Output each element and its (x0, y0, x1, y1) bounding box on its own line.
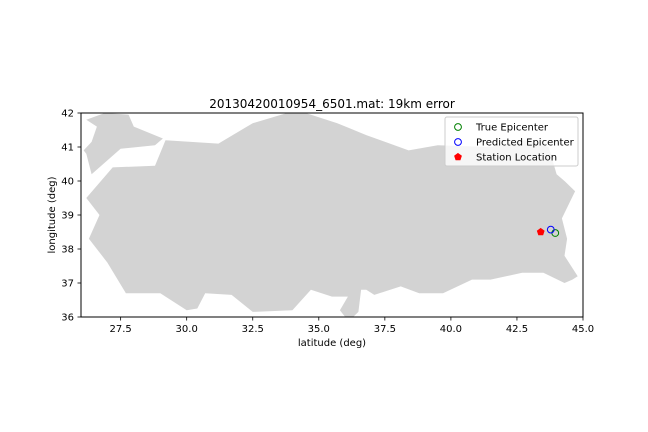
x-axis: 27.5 30.0 32.5 35.0 37.5 40.0 42.5 45.0 (109, 317, 594, 335)
y-tick-label: 42 (61, 109, 74, 120)
true-epicenter-legend-marker (454, 123, 462, 131)
predicted-epicenter-legend-marker (454, 138, 462, 146)
x-tick-label: 37.5 (374, 324, 396, 335)
y-axis: 36 37 38 39 40 41 42 (61, 109, 81, 324)
y-tick-label: 37 (61, 279, 74, 290)
x-tick-label: 32.5 (242, 324, 264, 335)
legend: True Epicenter Predicted Epicenter Station… (444, 116, 579, 167)
x-tick-label: 40.0 (440, 324, 462, 335)
chart-title: 20130420010954_6501.mat: 19km error (209, 97, 455, 111)
station-location-legend-label: Station Location (476, 153, 557, 164)
station-location-legend-marker (454, 152, 462, 161)
x-axis-label: latitude (deg) (298, 338, 366, 349)
legend-box (444, 116, 579, 167)
x-tick-label: 42.5 (506, 324, 528, 335)
x-tick-label: 27.5 (109, 324, 131, 335)
x-tick-label: 35.0 (308, 324, 330, 335)
true-epicenter-legend-label: True Epicenter (475, 123, 549, 134)
predicted-epicenter-legend-label: Predicted Epicenter (476, 138, 575, 149)
y-tick-label: 40 (61, 177, 74, 188)
station-location-point (536, 227, 545, 236)
map-region-thrace (83, 113, 163, 175)
data-points (536, 225, 560, 237)
y-axis-label: longitude (deg) (47, 176, 58, 253)
predicted-epicenter-point (546, 225, 555, 234)
x-tick-label: 45.0 (572, 324, 594, 335)
y-tick-label: 41 (61, 143, 74, 154)
x-tick-label: 30.0 (176, 324, 198, 335)
y-tick-label: 36 (61, 313, 74, 324)
y-tick-label: 38 (61, 245, 74, 256)
y-tick-label: 39 (61, 211, 74, 222)
